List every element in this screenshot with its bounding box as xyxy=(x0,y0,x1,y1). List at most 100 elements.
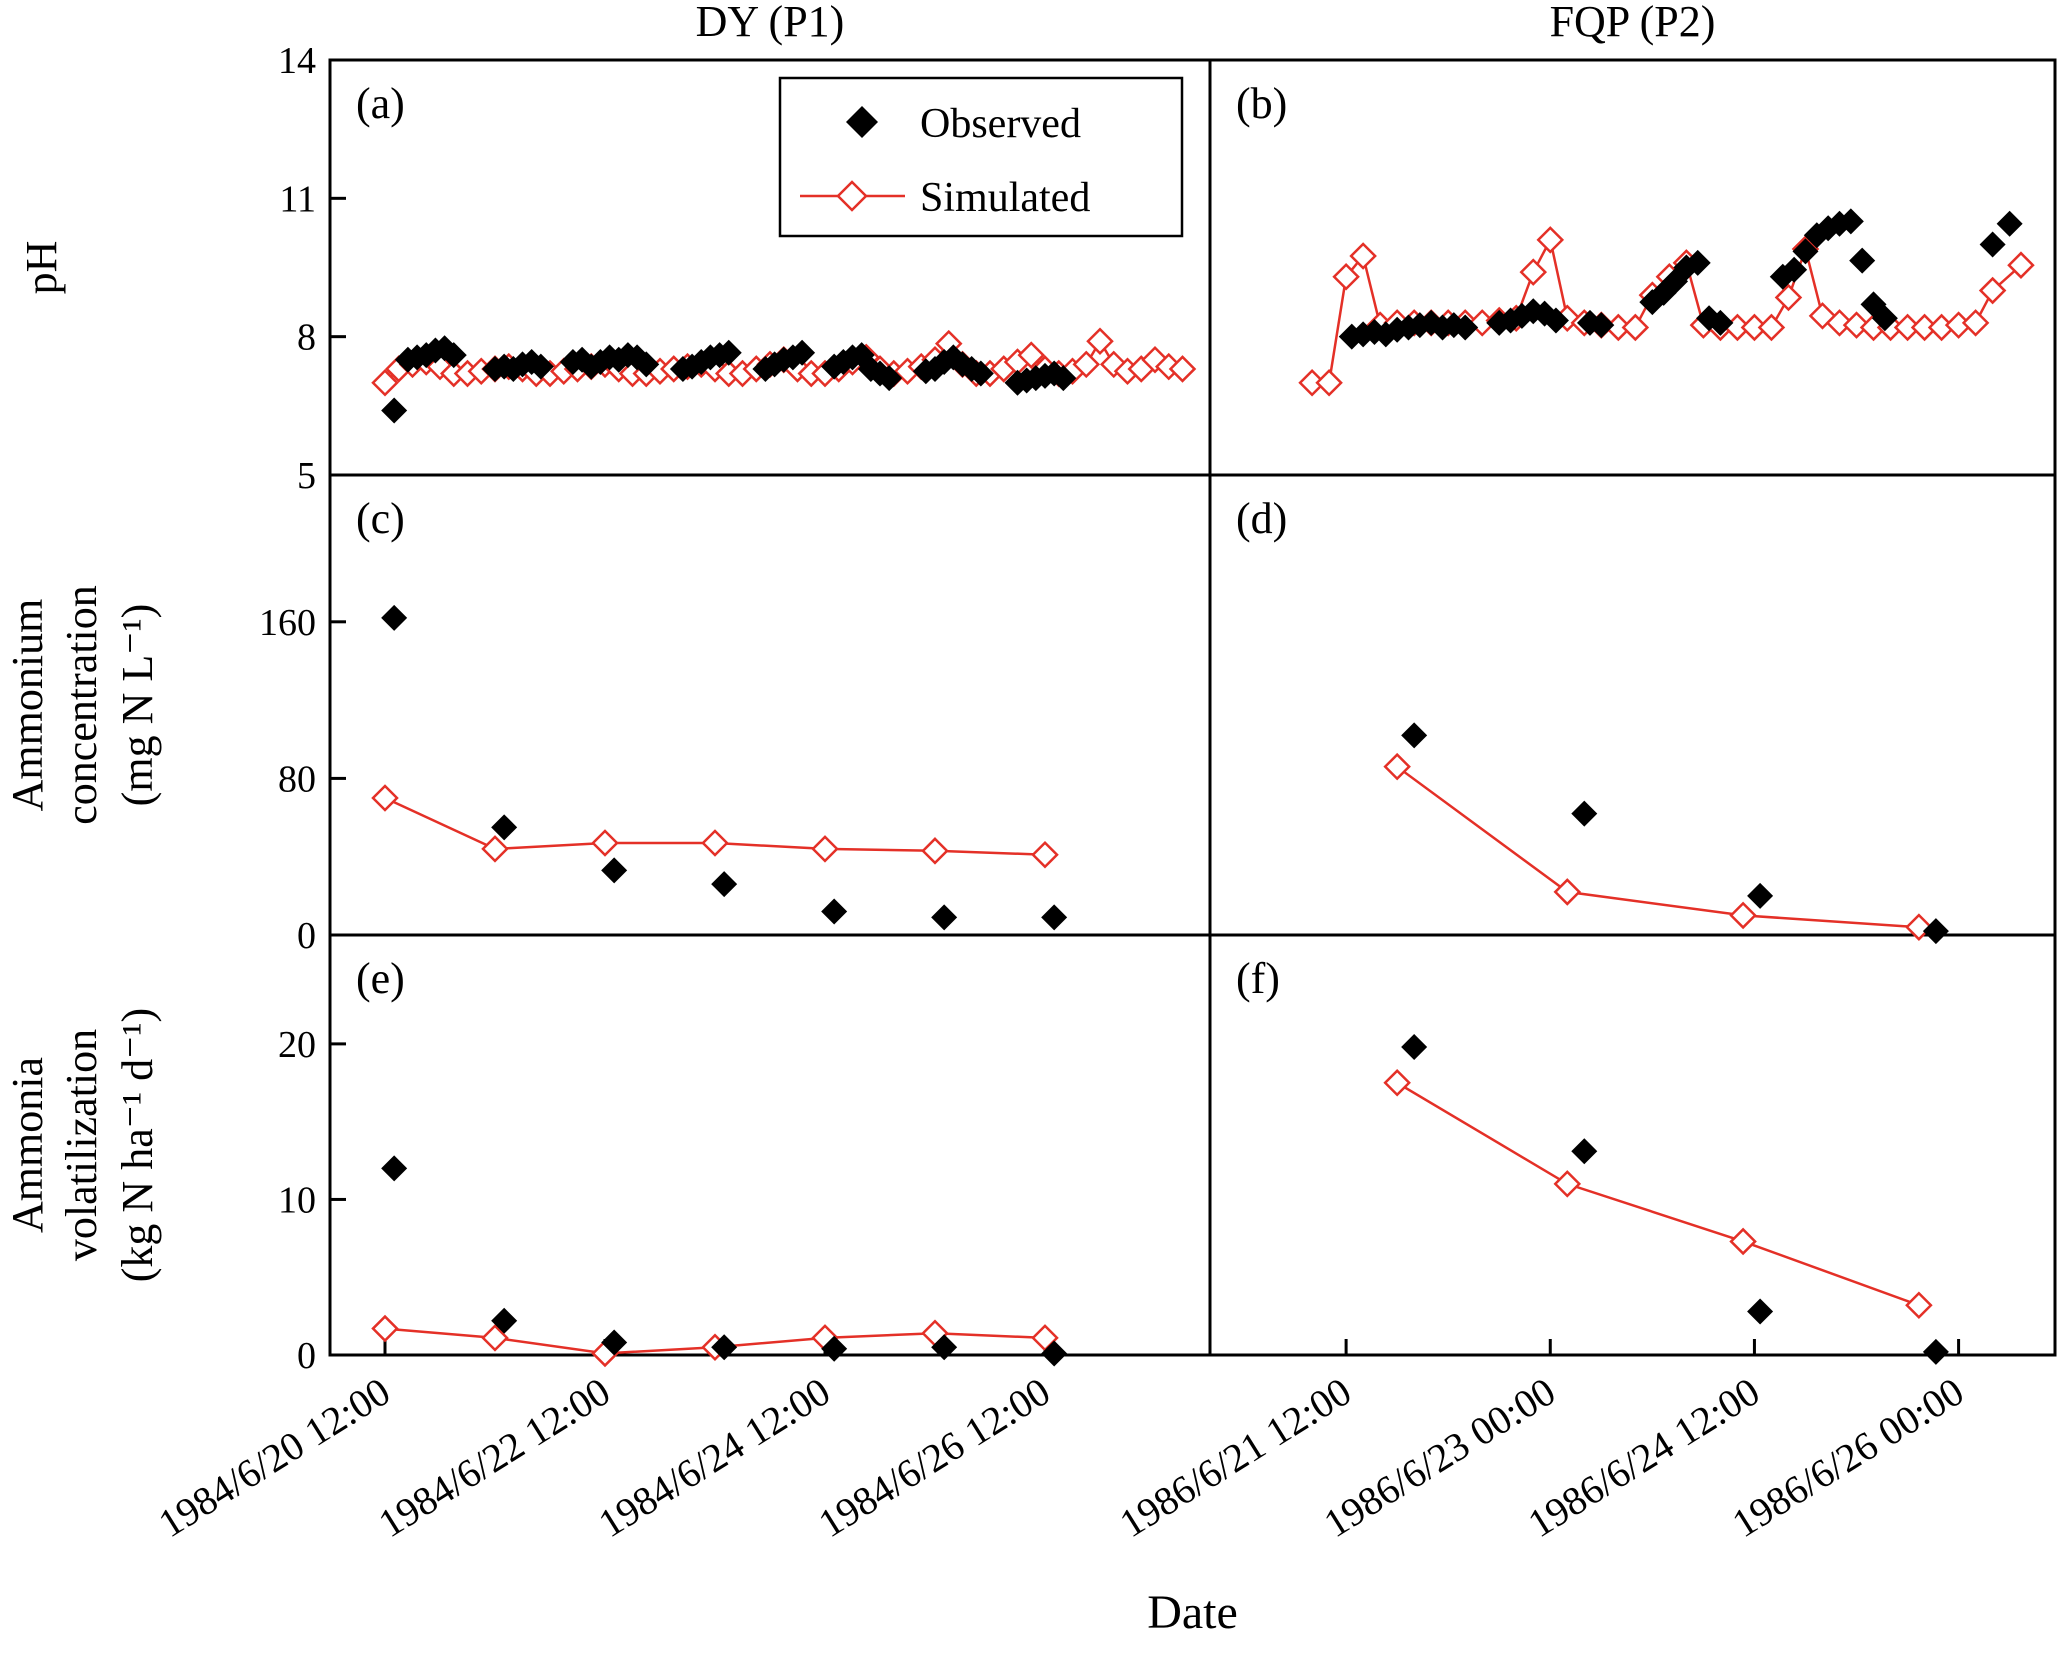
panel-d-series xyxy=(1383,722,1949,945)
simulated-point xyxy=(1842,311,1871,339)
simulated-point xyxy=(1072,350,1101,379)
y-axis-label: Ammonium xyxy=(3,599,52,812)
observed-point xyxy=(931,904,958,931)
y-axis-ticks: 5 8 11 14 0 80 160 0 10 20 xyxy=(259,40,346,1377)
simulated-point xyxy=(1905,1291,1933,1319)
column-title: DY (P1) xyxy=(696,0,845,46)
y-tick-label: 8 xyxy=(297,317,316,359)
legend: Observed Simulated xyxy=(778,76,1184,238)
simulated-point xyxy=(1729,1227,1757,1256)
observed-point xyxy=(1041,1340,1068,1367)
y-tick-label: 5 xyxy=(297,455,316,497)
observed-point xyxy=(1781,256,1808,283)
observed-point xyxy=(1452,314,1479,341)
y-tick-label: 10 xyxy=(278,1179,316,1221)
simulated-point xyxy=(1017,341,1046,369)
simulated-point xyxy=(481,835,509,863)
observed-point xyxy=(821,898,848,925)
panel-b-series xyxy=(1298,208,2035,397)
simulated-point xyxy=(1774,283,1803,312)
y-tick-label: 20 xyxy=(278,1024,316,1066)
simulated-point xyxy=(1536,226,1565,254)
panel-a-series xyxy=(371,327,1197,424)
observed-point xyxy=(967,360,994,387)
simulated-point xyxy=(1757,313,1786,342)
legend-observed-marker-icon xyxy=(846,106,878,138)
simulated-line xyxy=(1396,765,1919,929)
simulated-point xyxy=(921,837,949,865)
simulated-point xyxy=(1349,242,1377,270)
simulated-point xyxy=(1332,262,1360,291)
panel-f-series xyxy=(1383,1034,1949,1365)
observed-point xyxy=(1837,208,1864,235)
observed-point xyxy=(381,397,408,424)
observed-point xyxy=(381,1155,408,1182)
simulated-point xyxy=(1553,878,1582,906)
panel-letter: (d) xyxy=(1236,494,1287,543)
simulated-point xyxy=(1553,1170,1582,1198)
observed-point xyxy=(601,1329,628,1356)
observed-point xyxy=(440,342,467,369)
simulated-point xyxy=(1905,913,1933,941)
simulated-point xyxy=(1168,355,1197,383)
observed-point xyxy=(1922,1338,1949,1365)
simulated-point xyxy=(591,829,619,857)
y-axis-unit-label: (kg N ha⁻¹ d⁻¹) xyxy=(113,1008,162,1282)
observed-point xyxy=(381,604,408,631)
simulated-point xyxy=(1825,309,1854,337)
y-axis-label: Ammonia xyxy=(3,1057,52,1233)
legend-box xyxy=(778,76,1184,238)
observed-point xyxy=(1871,305,1898,332)
y-tick-label: 14 xyxy=(278,40,316,82)
simulated-point xyxy=(701,829,729,857)
observed-point xyxy=(491,814,518,841)
simulated-point xyxy=(1383,1069,1411,1097)
y-tick-label: 160 xyxy=(259,602,316,644)
panel-letter: (c) xyxy=(356,494,405,543)
observed-point xyxy=(1401,1034,1428,1060)
observed-point xyxy=(1571,800,1598,827)
y-tick-label: 0 xyxy=(297,1335,316,1377)
observed-point xyxy=(1792,238,1819,265)
observed-point xyxy=(1747,882,1774,909)
simulated-point xyxy=(1621,313,1650,342)
simulated-point xyxy=(371,369,399,397)
observed-point xyxy=(491,1307,518,1334)
observed-point xyxy=(711,1334,738,1361)
simulated-point xyxy=(1031,840,1059,869)
simulated-point xyxy=(2007,251,2035,279)
observed-point xyxy=(1041,904,1068,931)
observed-point xyxy=(1571,1138,1598,1165)
observed-point xyxy=(1707,309,1734,336)
simulated-line xyxy=(1396,1081,1920,1307)
simulated-point xyxy=(371,1314,399,1343)
observed-point xyxy=(789,339,816,366)
observed-point xyxy=(1996,210,2023,237)
y-tick-label: 0 xyxy=(297,915,316,957)
panel-letter: (b) xyxy=(1236,79,1287,128)
panel-e-series xyxy=(371,1155,1068,1368)
simulated-point xyxy=(1729,901,1757,930)
simulated-point xyxy=(1519,258,1548,286)
observed-point xyxy=(1849,247,1876,274)
y-tick-label: 80 xyxy=(278,758,316,800)
observed-point xyxy=(821,1335,848,1362)
legend-observed-label: Observed xyxy=(920,101,1081,147)
y-axis-label: pH xyxy=(17,241,66,295)
observed-point xyxy=(1922,918,1949,945)
simulated-point xyxy=(1315,369,1343,397)
y-tick-label: 11 xyxy=(279,178,316,220)
observed-point xyxy=(1588,312,1615,339)
panel-c-series xyxy=(371,604,1068,931)
y-axis-unit-label: (mg N L⁻¹) xyxy=(113,604,162,807)
observed-point xyxy=(1979,231,2006,258)
y-axis-label: volatilization xyxy=(57,1029,106,1261)
x-axis-title: Date xyxy=(1147,1586,1238,1639)
simulated-point xyxy=(1961,309,1990,337)
observed-point xyxy=(633,351,660,378)
panel-letter: (a) xyxy=(356,79,405,128)
observed-point xyxy=(876,365,903,392)
observed-point xyxy=(711,871,738,898)
